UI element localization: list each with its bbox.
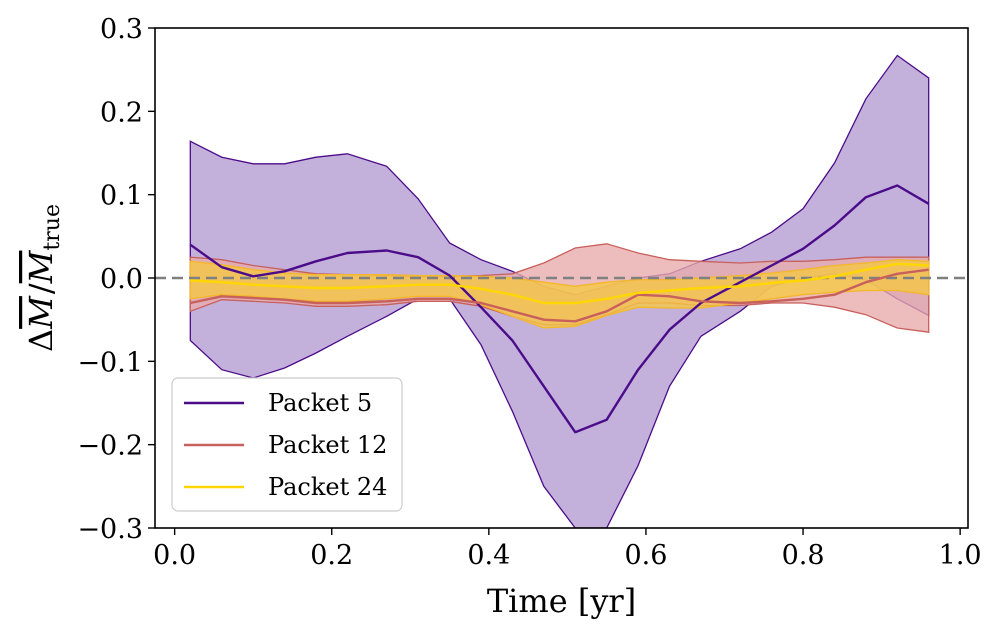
y-tick-label: 0.3 bbox=[100, 14, 143, 45]
legend-label-series-2: Packet 12 bbox=[268, 431, 387, 459]
x-tick-label: 0.2 bbox=[310, 540, 353, 571]
x-axis: 0.0 0.2 0.4 0.6 0.8 1.0 bbox=[153, 528, 982, 571]
legend: Packet 5 Packet 12 Packet 24 bbox=[171, 377, 403, 512]
y-axis-label-m-true: M bbox=[22, 249, 60, 284]
legend-box bbox=[171, 377, 403, 512]
y-tick-label: −0.3 bbox=[77, 514, 143, 545]
y-tick-label: −0.2 bbox=[77, 431, 143, 462]
legend-label-series-3: Packet 24 bbox=[268, 473, 387, 501]
x-tick-label: 0.8 bbox=[782, 540, 825, 571]
legend-label-series-1: Packet 5 bbox=[268, 389, 372, 417]
y-tick-label: 0.1 bbox=[100, 181, 143, 212]
y-tick-label: 0.0 bbox=[100, 264, 143, 295]
line-series-2 bbox=[190, 268, 929, 323]
y-axis-label: ΔM/Mtrue bbox=[22, 204, 65, 352]
line-series-1 bbox=[189, 184, 930, 434]
x-tick-label: 0.6 bbox=[624, 540, 667, 571]
series-lines bbox=[189, 184, 930, 434]
y-axis: −0.3 −0.2 −0.1 0.0 0.1 0.2 0.3 bbox=[77, 14, 155, 545]
y-tick-label: −0.1 bbox=[77, 347, 143, 378]
y-axis-label-subscript: true bbox=[40, 204, 65, 251]
x-tick-label: 0.4 bbox=[467, 540, 510, 571]
y-axis-label-m: M bbox=[22, 295, 60, 330]
line-series-3 bbox=[190, 262, 929, 305]
y-tick-label: 0.2 bbox=[100, 97, 143, 128]
x-axis-label: Time [yr] bbox=[487, 582, 636, 620]
svg-text:ΔM/Mtrue: ΔM/Mtrue bbox=[22, 204, 65, 352]
x-tick-label: 1.0 bbox=[939, 540, 982, 571]
x-tick-label: 0.0 bbox=[153, 540, 196, 571]
y-axis-label-delta: Δ bbox=[22, 329, 60, 352]
